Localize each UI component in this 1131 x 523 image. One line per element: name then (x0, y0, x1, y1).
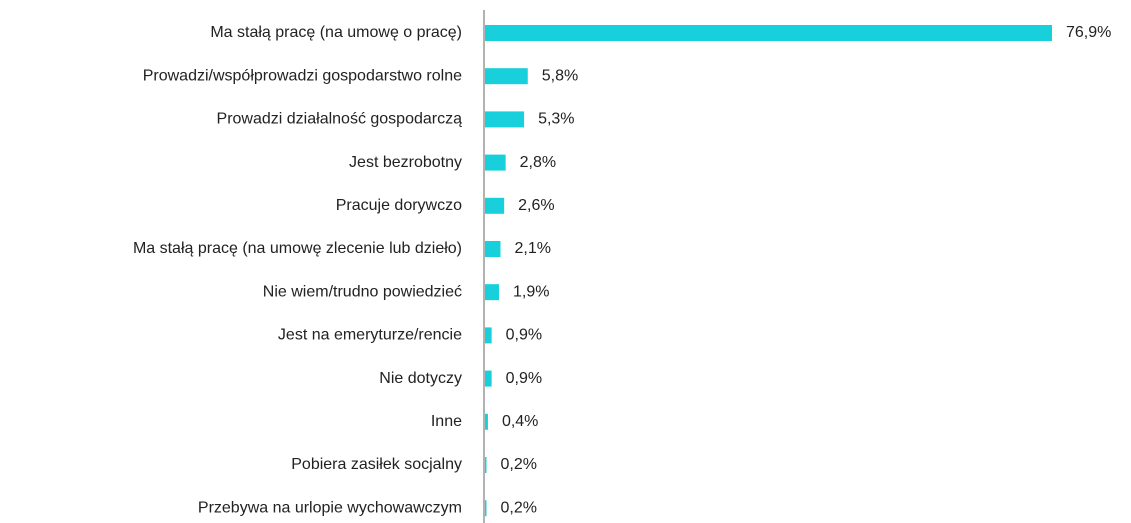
bar (485, 327, 492, 344)
category-label: Prowadzi działalność gospodarczą (217, 111, 463, 128)
category-label: Nie dotyczy (379, 370, 462, 387)
value-label: 0,2% (500, 456, 536, 473)
value-label: 76,9% (1066, 24, 1111, 41)
bar (485, 500, 487, 517)
bar (485, 413, 488, 430)
bar (485, 25, 1052, 41)
category-label: Jest na emeryturze/rencie (278, 327, 462, 344)
bar (485, 370, 492, 387)
value-label: 5,3% (538, 111, 574, 128)
bar (485, 284, 500, 301)
bar (485, 154, 506, 171)
value-label: 0,2% (500, 499, 536, 516)
category-label: Pracuje dorywczo (336, 197, 462, 214)
category-label: Jest bezrobotny (349, 154, 462, 171)
value-label: 5,8% (542, 67, 578, 84)
bar (485, 457, 487, 473)
value-label: 2,6% (518, 197, 554, 214)
value-label: 1,9% (513, 283, 549, 300)
value-label: 0,9% (506, 327, 542, 344)
category-label: Pobiera zasiłek socjalny (291, 456, 462, 473)
bar (485, 197, 505, 214)
category-label: Ma stałą pracę (na umowę o pracę) (210, 24, 462, 41)
category-label: Nie wiem/trudno powiedzieć (263, 283, 462, 300)
bar (485, 241, 501, 257)
category-label: Przebywa na urlopie wychowawczym (198, 499, 462, 516)
value-label: 0,4% (502, 413, 538, 430)
value-label: 0,9% (506, 370, 542, 387)
value-label: 2,8% (520, 154, 556, 171)
category-label: Ma stałą pracę (na umowę zlecenie lub dz… (133, 240, 462, 257)
bar (485, 111, 525, 128)
category-label: Prowadzi/współprowadzi gospodarstwo roln… (143, 67, 462, 84)
bar (485, 68, 528, 85)
value-label: 2,1% (514, 240, 550, 257)
category-label: Inne (431, 413, 462, 430)
